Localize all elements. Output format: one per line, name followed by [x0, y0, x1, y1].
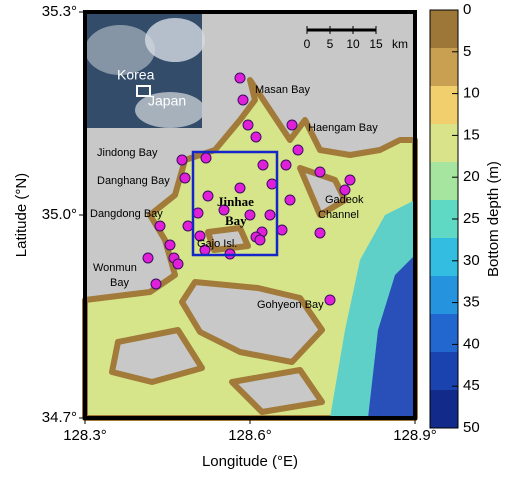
inset-cloud — [135, 92, 205, 128]
station — [244, 209, 256, 221]
station — [218, 204, 230, 216]
colorbar-tick-label: 45 — [463, 377, 480, 394]
sampling-stations — [142, 72, 356, 306]
scale-label: 5 — [327, 37, 334, 51]
colorbar-swatch — [430, 48, 458, 87]
colorbar-swatch — [430, 352, 458, 391]
station — [286, 119, 298, 131]
station — [257, 159, 269, 171]
station — [266, 178, 278, 190]
y-tick-label: 35.0° — [42, 206, 77, 223]
colorbar-swatch — [430, 238, 458, 277]
colorbar-tick-label: 20 — [463, 168, 480, 185]
station — [234, 182, 246, 194]
colorbar-swatch — [430, 162, 458, 201]
island — [229, 367, 325, 415]
station — [264, 209, 276, 221]
station — [250, 131, 262, 143]
inset: Korea Japan — [85, 14, 205, 128]
x-tick-label: 128.9° — [393, 427, 437, 444]
colorbar-tick-label: 25 — [463, 210, 480, 227]
gajo-island — [205, 225, 251, 253]
place-label: Jinhae — [217, 194, 254, 209]
y-tick-label: 35.3° — [42, 3, 77, 20]
scale-unit: km — [392, 37, 408, 51]
station — [194, 230, 206, 242]
station — [150, 278, 162, 290]
place-label: Bay — [225, 213, 247, 228]
place-label: Masan Bay — [255, 84, 311, 96]
station — [237, 94, 249, 106]
station — [292, 144, 304, 156]
station — [176, 154, 188, 166]
station — [182, 220, 194, 232]
place-label: Jindong Bay — [97, 147, 158, 159]
x-tick-label: 128.3° — [63, 427, 107, 444]
inset-label: Japan — [148, 93, 186, 109]
colorbar-tick-label: 35 — [463, 294, 480, 311]
station — [200, 152, 212, 164]
colorbar-label: Bottom depth (m) — [485, 161, 502, 277]
station — [284, 194, 296, 206]
inset-cloud — [85, 25, 155, 75]
place-label: Gajo Isl. — [197, 238, 237, 250]
colorbar-tick-label: 5 — [463, 43, 471, 60]
place-label: Gadeok — [325, 194, 364, 206]
station — [276, 224, 288, 236]
station — [314, 227, 326, 239]
place-label: Bay — [110, 277, 129, 289]
inset-box — [136, 85, 151, 97]
colorbar-tick-label: 15 — [463, 126, 480, 143]
deepest-sea — [368, 255, 415, 418]
colorbar-swatch — [430, 124, 458, 163]
y-tick-label: 34.7° — [42, 409, 77, 426]
station — [339, 184, 351, 196]
place-label: Danghang Bay — [97, 175, 170, 187]
place-labels: Masan Bay Haengam Bay Jindong Bay Dangha… — [90, 84, 378, 311]
colorbar-swatch — [430, 10, 458, 49]
station — [179, 172, 191, 184]
place-label: Channel — [318, 209, 359, 221]
station — [242, 119, 254, 131]
inset-label: Korea — [117, 67, 155, 83]
scale-label: 0 — [304, 37, 311, 51]
gohyeon-island — [179, 279, 325, 365]
colorbar-swatch — [430, 390, 458, 429]
inset-cloud — [145, 18, 205, 62]
station — [314, 166, 326, 178]
station — [280, 159, 292, 171]
colorbar-tick-label: 10 — [463, 85, 480, 102]
study-box — [191, 150, 279, 257]
scale-label: 10 — [346, 37, 360, 51]
colorbar-tick-label: 50 — [463, 419, 480, 436]
colorbar-tick-label: 0 — [463, 1, 471, 18]
x-axis-label: Longitude (°E) — [202, 453, 298, 470]
station — [154, 220, 166, 232]
place-label: Haengam Bay — [308, 122, 378, 134]
place-label: Wonmun — [93, 262, 137, 274]
colorbar-swatch — [430, 276, 458, 315]
scale-label: 15 — [369, 37, 383, 51]
place-label: Gohyeon Bay — [257, 299, 324, 311]
station — [254, 234, 266, 246]
station — [234, 72, 246, 84]
colorbar-swatch — [430, 86, 458, 125]
x-tick-label: 128.6° — [228, 427, 272, 444]
colorbar-tick-label: 30 — [463, 252, 480, 269]
colorbar-swatch — [430, 314, 458, 353]
colorbar-tick-label: 40 — [463, 335, 480, 352]
station — [344, 174, 356, 186]
y-axis-label: Latitude (°N) — [13, 173, 30, 257]
station — [172, 258, 184, 270]
station — [142, 252, 154, 264]
station — [192, 207, 204, 219]
island — [109, 327, 205, 385]
station — [202, 190, 214, 202]
station — [164, 239, 176, 251]
place-label: Dangdong Bay — [90, 208, 163, 220]
station — [324, 294, 336, 306]
